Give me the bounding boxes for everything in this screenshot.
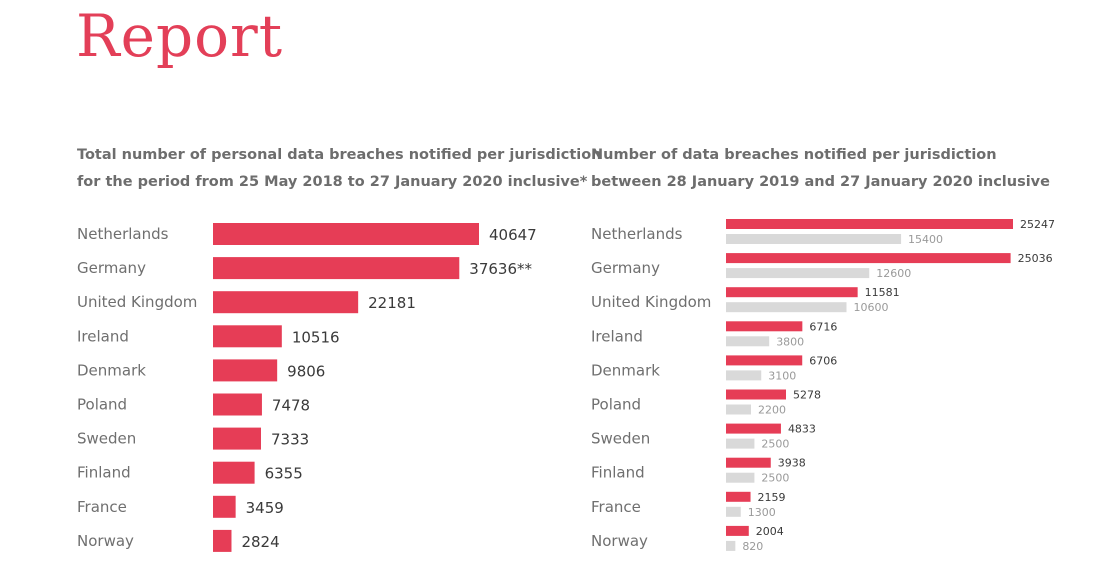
left-chart-title: Total number of personal data breaches n… bbox=[77, 142, 602, 196]
right-value-primary-ireland: 6716 bbox=[809, 320, 837, 333]
left-bar-poland bbox=[213, 393, 262, 416]
left-category-label-netherlands: Netherlands bbox=[77, 225, 169, 243]
left-category-label-germany: Germany bbox=[77, 259, 146, 277]
left-value-label-france: 3459 bbox=[246, 499, 284, 517]
right-value-secondary-sweden: 2500 bbox=[761, 438, 789, 451]
left-bar-finland bbox=[213, 461, 255, 484]
left-value-label-denmark: 9806 bbox=[287, 362, 325, 380]
right-category-label-united-kingdom: United Kingdom bbox=[591, 293, 711, 311]
right-bar-primary-netherlands bbox=[726, 219, 1013, 229]
right-bar-primary-denmark bbox=[726, 355, 803, 366]
right-bar-primary-norway bbox=[726, 525, 749, 536]
right-value-secondary-france: 1300 bbox=[748, 506, 776, 519]
left-category-label-france: France bbox=[77, 498, 127, 516]
left-value-label-norway: 2824 bbox=[241, 533, 279, 551]
right-bar-primary-finland bbox=[726, 457, 771, 468]
left-bar-chart: Netherlands 40647 Germany 37636** United Kin… bbox=[77, 223, 537, 552]
right-chart-title-line-1: Number of data breaches notified per jur… bbox=[591, 147, 997, 163]
left-value-label-ireland: 10516 bbox=[292, 328, 340, 346]
page-title: Report bbox=[76, 2, 284, 70]
right-category-label-sweden: Sweden bbox=[591, 430, 650, 448]
left-bar-norway bbox=[213, 529, 232, 552]
left-value-label-sweden: 7333 bbox=[271, 431, 309, 449]
right-bar-primary-united-kingdom bbox=[726, 287, 858, 298]
left-category-label-poland: Poland bbox=[77, 396, 127, 414]
right-value-secondary-denmark: 3100 bbox=[768, 369, 796, 382]
right-category-label-germany: Germany bbox=[591, 259, 660, 277]
right-bar-secondary-united-kingdom bbox=[726, 302, 847, 313]
left-category-label-denmark: Denmark bbox=[77, 361, 146, 379]
left-bar-france bbox=[213, 495, 236, 518]
right-bar-secondary-finland bbox=[726, 472, 755, 483]
right-bar-primary-sweden bbox=[726, 423, 781, 434]
right-category-label-norway: Norway bbox=[591, 532, 648, 550]
right-bar-primary-poland bbox=[726, 389, 786, 400]
left-category-label-united-kingdom: United Kingdom bbox=[77, 293, 197, 311]
left-bar-sweden bbox=[213, 427, 261, 450]
right-bar-secondary-denmark bbox=[726, 370, 762, 381]
right-value-secondary-united-kingdom: 10600 bbox=[853, 301, 888, 314]
right-chart-title-line-2: between 28 January 2019 and 27 January 2… bbox=[591, 174, 1050, 190]
right-value-primary-france: 2159 bbox=[758, 491, 786, 504]
right-bar-chart: Netherlands 25247 15400 Germany 25036 12600 Un… bbox=[591, 218, 1055, 553]
left-value-label-united-kingdom: 22181 bbox=[368, 294, 416, 312]
left-chart-title-line-1: Total number of personal data breaches n… bbox=[77, 147, 602, 163]
left-value-label-finland: 6355 bbox=[265, 465, 303, 483]
left-bar-ireland bbox=[213, 325, 282, 348]
right-value-primary-united-kingdom: 11581 bbox=[865, 286, 900, 299]
left-category-label-finland: Finland bbox=[77, 464, 131, 482]
right-chart-title: Number of data breaches notified per jur… bbox=[591, 142, 1050, 196]
right-bar-secondary-sweden bbox=[726, 438, 755, 449]
right-category-label-finland: Finland bbox=[591, 464, 645, 482]
right-category-label-denmark: Denmark bbox=[591, 361, 660, 379]
right-value-primary-norway: 2004 bbox=[756, 525, 784, 538]
right-value-primary-germany: 25036 bbox=[1018, 252, 1053, 265]
right-bar-secondary-ireland bbox=[726, 336, 770, 347]
left-category-label-norway: Norway bbox=[77, 532, 134, 550]
right-value-secondary-poland: 2200 bbox=[758, 404, 786, 417]
right-bar-primary-ireland bbox=[726, 321, 803, 332]
right-bar-secondary-norway bbox=[726, 540, 736, 551]
left-bar-denmark bbox=[213, 359, 278, 382]
left-chart-title-line-2: for the period from 25 May 2018 to 27 Ja… bbox=[77, 174, 588, 190]
left-value-label-poland: 7478 bbox=[272, 397, 310, 415]
right-bar-primary-france bbox=[726, 491, 751, 502]
left-category-label-sweden: Sweden bbox=[77, 430, 136, 448]
right-bar-secondary-netherlands bbox=[726, 234, 902, 244]
right-value-secondary-norway: 820 bbox=[742, 540, 763, 553]
right-value-primary-denmark: 6706 bbox=[809, 354, 837, 367]
left-value-label-germany: 37636** bbox=[469, 260, 532, 278]
right-category-label-france: France bbox=[591, 498, 641, 516]
right-category-label-poland: Poland bbox=[591, 396, 641, 414]
right-bar-secondary-france bbox=[726, 506, 741, 517]
right-category-label-netherlands: Netherlands bbox=[591, 225, 683, 243]
right-value-secondary-finland: 2500 bbox=[761, 472, 789, 485]
right-value-primary-finland: 3938 bbox=[778, 457, 806, 470]
right-category-label-ireland: Ireland bbox=[591, 327, 643, 345]
right-value-secondary-germany: 12600 bbox=[876, 267, 911, 280]
left-bar-netherlands bbox=[213, 223, 479, 245]
right-value-secondary-ireland: 3800 bbox=[776, 335, 804, 348]
right-bar-primary-germany bbox=[726, 253, 1011, 264]
left-category-label-ireland: Ireland bbox=[77, 327, 129, 345]
left-bar-united-kingdom bbox=[213, 291, 359, 314]
right-value-primary-poland: 5278 bbox=[793, 389, 821, 402]
right-value-primary-sweden: 4833 bbox=[788, 423, 816, 436]
right-bar-secondary-germany bbox=[726, 268, 870, 279]
left-bar-germany bbox=[213, 257, 460, 280]
right-value-secondary-netherlands: 15400 bbox=[908, 233, 943, 246]
right-value-primary-netherlands: 25247 bbox=[1020, 218, 1055, 231]
right-bar-secondary-poland bbox=[726, 404, 752, 415]
left-value-label-netherlands: 40647 bbox=[489, 226, 537, 244]
